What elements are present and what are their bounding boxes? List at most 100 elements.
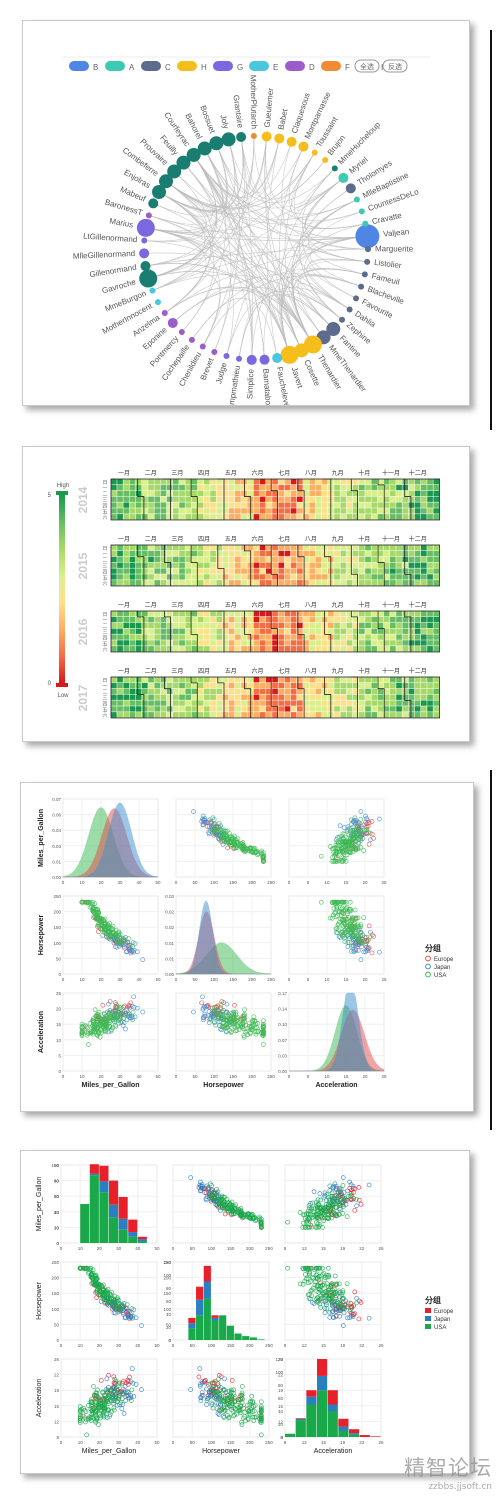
weekday-label: 三 xyxy=(102,696,107,702)
scatter-point xyxy=(246,1212,252,1218)
scatter-point xyxy=(261,1025,266,1031)
day-cell xyxy=(154,677,161,683)
day-cell xyxy=(166,514,173,520)
day-cell xyxy=(421,712,427,718)
day-cell xyxy=(179,556,185,563)
scatter-point xyxy=(327,915,333,921)
day-cell xyxy=(433,682,440,689)
day-cell xyxy=(266,490,272,497)
day-cell xyxy=(197,646,204,652)
day-cell xyxy=(272,580,278,586)
scatter-point xyxy=(78,1265,83,1271)
y-tick-label: 0.10 xyxy=(278,1022,287,1027)
day-cell xyxy=(266,694,272,700)
day-cell xyxy=(142,646,148,652)
day-cell xyxy=(111,556,117,563)
scatter-point xyxy=(320,1208,326,1213)
scatter-point xyxy=(109,1409,114,1414)
scatter-point xyxy=(227,1028,233,1033)
day-cell xyxy=(303,580,309,586)
x-tick-label: 150 xyxy=(227,1246,235,1251)
day-cell xyxy=(135,479,142,485)
day-cell xyxy=(123,502,130,508)
scatter-point xyxy=(323,1205,329,1210)
day-cell xyxy=(266,622,272,629)
day-cell xyxy=(241,611,247,617)
hist-bar-USA xyxy=(109,1217,119,1243)
day-cell xyxy=(408,580,415,586)
scatter-point xyxy=(355,947,361,953)
month-label: 十月 xyxy=(358,535,370,543)
day-cell xyxy=(148,677,154,683)
x-tick-label: 40 xyxy=(136,1074,142,1079)
node-MlleGillenormand xyxy=(139,248,150,259)
legend-swatch-B xyxy=(69,61,89,71)
day-cell xyxy=(315,545,322,551)
day-cell xyxy=(297,622,303,629)
scatter-point xyxy=(200,1015,206,1020)
day-cell xyxy=(222,694,229,700)
day-cell xyxy=(328,616,334,623)
scatter-point xyxy=(340,910,345,915)
day-cell xyxy=(421,694,427,700)
node-Bamatabois xyxy=(259,354,270,365)
edge xyxy=(148,215,290,355)
day-cell xyxy=(383,562,390,568)
day-cell xyxy=(148,545,154,551)
day-cell xyxy=(427,616,433,623)
day-cell xyxy=(166,646,173,652)
scatter-point xyxy=(367,934,373,940)
scatter-point xyxy=(348,828,353,834)
day-cell xyxy=(210,479,216,485)
day-cell xyxy=(396,677,402,683)
day-cell xyxy=(352,682,359,689)
day-cell xyxy=(241,640,247,646)
scatter-point xyxy=(258,850,264,856)
day-cell xyxy=(390,682,396,689)
day-cell xyxy=(272,706,278,712)
day-cell xyxy=(284,574,291,580)
hist-bar-Europe xyxy=(128,1219,138,1233)
hist-bar-Europe xyxy=(203,1265,211,1282)
y-tick-label: 0.02 xyxy=(165,910,174,915)
scatter-point xyxy=(106,1015,112,1021)
hist-y-tick: 80 xyxy=(166,1286,172,1291)
scatter-point xyxy=(336,1212,342,1218)
day-cell xyxy=(408,496,415,502)
day-cell xyxy=(402,706,409,712)
scatter-point xyxy=(114,944,120,950)
month-label: 一月 xyxy=(118,602,130,609)
scatter-point xyxy=(105,1399,111,1404)
legend-button: 全选 xyxy=(360,62,374,71)
day-cell xyxy=(204,490,210,497)
x-tick-label: 15 xyxy=(343,1074,349,1079)
day-cell xyxy=(154,616,161,623)
day-cell xyxy=(197,568,204,574)
scatter-point xyxy=(128,1310,134,1315)
scatter-point xyxy=(99,1408,104,1414)
y-tick-label: 100 xyxy=(163,1307,171,1312)
day-cell xyxy=(396,479,402,485)
day-cell xyxy=(303,490,309,497)
scatter-point xyxy=(335,1199,340,1205)
day-cell xyxy=(241,712,247,718)
day-cell xyxy=(297,677,303,683)
node-Tholomyes xyxy=(345,183,356,194)
day-cell xyxy=(247,562,254,568)
day-cell xyxy=(166,712,173,718)
day-cell xyxy=(259,694,266,700)
day-cell xyxy=(179,580,185,586)
day-cell xyxy=(309,574,316,580)
node-label: Cravatte xyxy=(371,211,403,226)
scatter-point xyxy=(219,999,225,1004)
day-cell xyxy=(191,634,198,640)
day-cell xyxy=(321,574,328,580)
month-label: 六月 xyxy=(251,667,263,675)
scatter-point xyxy=(216,820,222,826)
day-cell xyxy=(123,706,130,712)
day-cell xyxy=(241,682,247,689)
x-tick-label: 200 xyxy=(248,880,256,885)
day-cell xyxy=(396,484,402,491)
